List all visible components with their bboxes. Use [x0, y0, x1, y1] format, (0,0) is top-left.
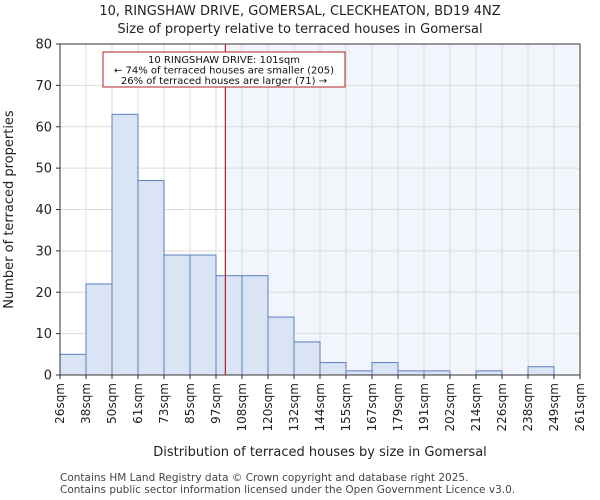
x-tick-label: 144sqm [313, 383, 327, 431]
x-tick-label: 155sqm [339, 383, 353, 431]
x-axis-label: Distribution of terraced houses by size … [153, 445, 487, 460]
histogram-bar [527, 366, 555, 376]
x-tick-label: 38sqm [79, 383, 93, 424]
histogram-bar [189, 254, 217, 376]
annotation-line: ← 74% of terraced houses are smaller (20… [114, 66, 334, 77]
x-tick-label: 191sqm [417, 383, 431, 431]
histogram-bar [215, 275, 243, 376]
histogram-bar [163, 254, 191, 376]
x-tick-label: 120sqm [261, 383, 275, 431]
y-tick-label: 70 [35, 79, 52, 94]
x-tick-label: 214sqm [469, 383, 483, 431]
footer-attribution-2: Contains public sector information licen… [60, 484, 516, 496]
histogram-bar [293, 341, 321, 376]
y-tick-label: 0 [44, 369, 52, 384]
chart-subtitle: Size of property relative to terraced ho… [117, 22, 483, 37]
annotation-line: 10 RINGSHAW DRIVE: 101sqm [148, 55, 300, 66]
histogram-bar [423, 370, 451, 376]
histogram-bar [345, 370, 373, 376]
histogram-bar [371, 362, 399, 376]
y-tick-label: 10 [35, 327, 52, 342]
histogram-bar [85, 283, 113, 376]
x-tick-label: 85sqm [183, 383, 197, 424]
histogram-bar [111, 113, 139, 376]
annotation-line: 26% of terraced houses are larger (71) → [121, 76, 327, 87]
histogram-bar [267, 316, 295, 376]
x-tick-label: 108sqm [235, 383, 249, 431]
x-tick-label: 249sqm [547, 383, 561, 431]
y-tick-label: 80 [35, 38, 52, 53]
x-tick-label: 73sqm [157, 383, 171, 424]
histogram-bar [241, 275, 269, 376]
x-tick-label: 26sqm [53, 383, 67, 424]
footer-attribution-1: Contains HM Land Registry data © Crown c… [60, 472, 469, 484]
histogram-bar [397, 370, 425, 376]
x-tick-label: 261sqm [573, 383, 587, 431]
x-tick-label: 132sqm [287, 383, 301, 431]
x-tick-label: 226sqm [495, 383, 509, 431]
y-tick-label: 40 [35, 203, 52, 218]
x-tick-label: 61sqm [131, 383, 145, 424]
histogram-bar [59, 353, 87, 376]
y-axis-label: Number of terraced properties [2, 110, 17, 309]
x-tick-label: 238sqm [521, 383, 535, 431]
chart-title: 10, RINGSHAW DRIVE, GOMERSAL, CLECKHEATO… [99, 4, 501, 19]
histogram-bar [137, 180, 165, 376]
x-tick-label: 50sqm [105, 383, 119, 424]
histogram-bar [475, 370, 503, 376]
histogram-bar [319, 362, 347, 376]
x-tick-label: 97sqm [209, 383, 223, 424]
y-tick-label: 60 [35, 120, 52, 135]
y-tick-label: 30 [35, 244, 52, 259]
x-tick-label: 167sqm [365, 383, 379, 431]
y-tick-label: 50 [35, 162, 52, 177]
y-tick-label: 20 [35, 286, 52, 301]
annotation-box [102, 51, 346, 88]
x-tick-label: 202sqm [443, 383, 457, 431]
x-tick-label: 179sqm [391, 383, 405, 431]
